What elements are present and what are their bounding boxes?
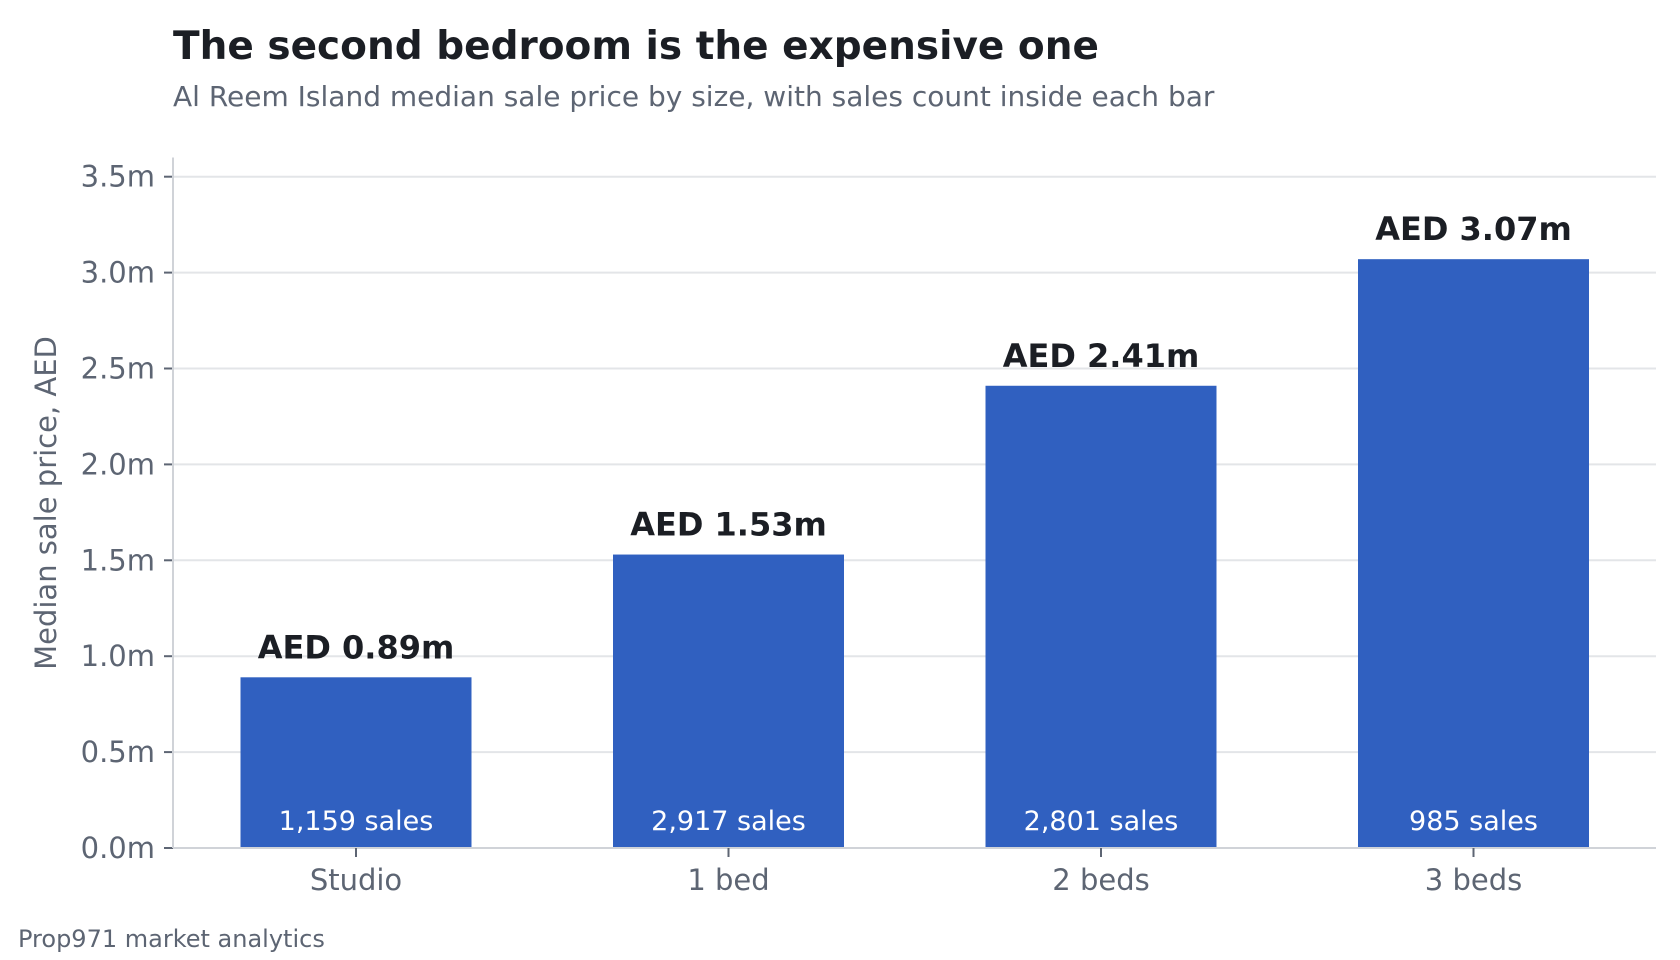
x-tick-label: 1 bed: [687, 863, 769, 897]
y-tick-label: 1.5m: [81, 543, 155, 577]
y-tick-label: 0.0m: [81, 831, 155, 865]
y-tick-label: 3.5m: [81, 160, 155, 194]
bar-value-label: AED 1.53m: [630, 506, 827, 544]
bar-value-label: AED 3.07m: [1375, 210, 1572, 248]
bar: [1358, 259, 1589, 848]
y-tick-label: 1.0m: [81, 639, 155, 673]
x-tick-label: Studio: [310, 863, 402, 897]
chart-title: The second bedroom is the expensive one: [173, 24, 1099, 69]
bar-sales-label: 1,159 sales: [279, 806, 434, 837]
y-tick-label: 3.0m: [81, 256, 155, 290]
bars: [240, 259, 1589, 848]
y-tick-label: 2.0m: [81, 447, 155, 481]
labels: AED 0.89m 1,159 sales AED 1.53m 2,917 sales…: [258, 210, 1572, 837]
chart-subtitle: Al Reem Island median sale price by size…: [173, 80, 1215, 113]
bar: [985, 385, 1217, 848]
bar-sales-label: 2,801 sales: [1024, 806, 1179, 837]
x-tick-label: 2 beds: [1052, 863, 1149, 897]
bar-sales-label: 985 sales: [1409, 806, 1538, 837]
footer-source: Prop971 market analytics: [18, 925, 325, 953]
x-tick-label: 3 beds: [1425, 863, 1522, 897]
bar-value-label: AED 2.41m: [1003, 337, 1200, 375]
y-tick-label: 2.5m: [81, 352, 155, 386]
bar-value-label: AED 0.89m: [258, 628, 455, 666]
bar-sales-label: 2,917 sales: [651, 806, 806, 837]
bar: [240, 677, 472, 848]
bar: [613, 554, 844, 848]
y-axis-title: Median sale price, AED: [29, 336, 63, 670]
axes: 0.0m 0.5m 1.0m 1.5m 2.0m 2.5m 3.0m 3.5m Studio 1 …: [81, 157, 1656, 897]
y-tick-label: 0.5m: [81, 735, 155, 769]
